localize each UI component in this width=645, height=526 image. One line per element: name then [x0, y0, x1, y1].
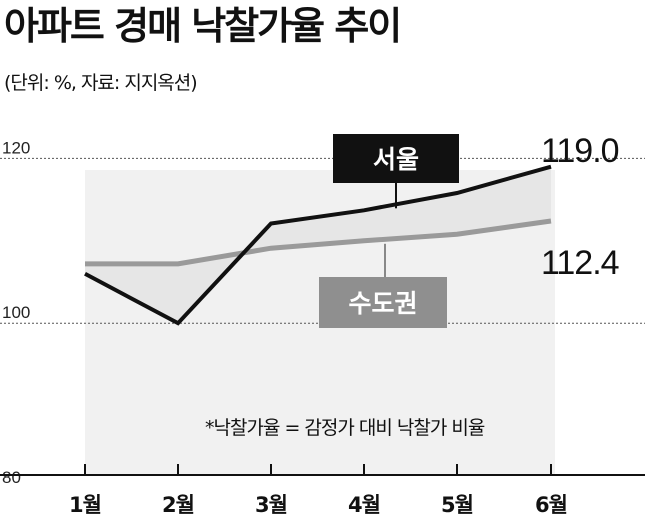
- chart-title: 아파트 경매 낙찰가율 추이: [4, 4, 402, 48]
- series-line-capital-area: [85, 218, 552, 267]
- series-label-box-seoul: [333, 134, 459, 183]
- end-value-seoul: 119.0: [541, 132, 619, 170]
- x-tick-label: 3월: [255, 493, 287, 517]
- series-label-box-capital-area: [319, 277, 447, 328]
- series-line-seoul: [84, 164, 552, 326]
- x-tick-label: 1월: [69, 493, 101, 517]
- area-fill-band: [85, 166, 551, 324]
- y-tick-label: 100: [2, 303, 30, 322]
- y-tick-label: 120: [2, 138, 30, 157]
- chart-subtitle: (단위: %, 자료: 지지옥션): [4, 72, 198, 94]
- end-value-capital-area: 112.4: [541, 244, 619, 282]
- chart-note: *낙찰가율 = 감정가 대비 낙찰가 비율: [205, 417, 485, 439]
- x-tick-label: 5월: [441, 493, 473, 517]
- x-tick-label: 2월: [162, 493, 194, 517]
- x-tick-label: 6월: [535, 493, 567, 517]
- x-tick-label: 4월: [348, 493, 380, 517]
- series-label-capital-area: 수도권: [348, 289, 417, 318]
- series-label-seoul: 서울: [373, 145, 419, 174]
- y-tick-label: 80: [2, 468, 21, 487]
